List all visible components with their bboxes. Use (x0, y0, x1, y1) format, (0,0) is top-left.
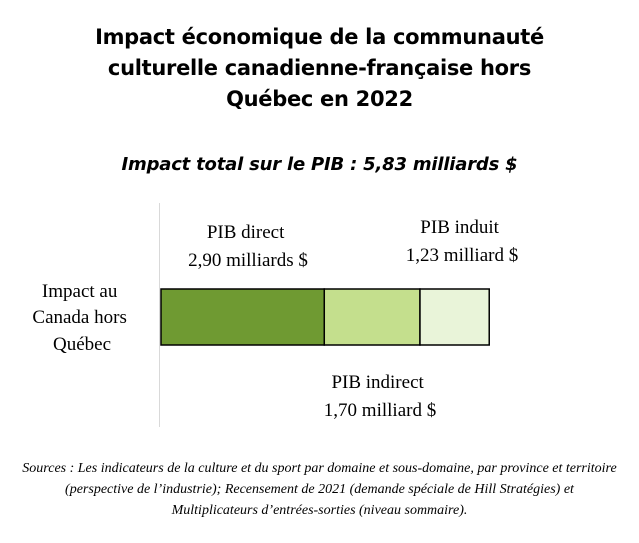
sources-note: Sources : Les indicateurs de la culture … (22, 461, 617, 518)
series-value-pib-indirect: 1,70 milliard $ (324, 400, 436, 421)
bar-segment-pib-indirect (323, 288, 421, 346)
data-label-pib-indirect: PIB indirect 1,70 milliard $ (324, 372, 436, 421)
title-line-3: Québec en 2022 (226, 87, 413, 111)
category-label-line-1: Impact au (42, 281, 118, 302)
bar-segment-pib-direct (160, 288, 326, 346)
chart-title: Impact économique de la communauté cultu… (40, 22, 599, 115)
title-line-2: culturelle canadienne-française hors (107, 56, 532, 80)
bar-segment-pib-induit (419, 288, 490, 346)
title-line-1: Impact économique de la communauté (95, 25, 544, 49)
category-label-line-2: Canada hors (32, 307, 126, 328)
series-name-pib-direct: PIB direct (207, 222, 285, 243)
series-value-pib-induit: 1,23 milliard $ (406, 245, 518, 266)
category-label-line-3: Québec (53, 334, 111, 355)
stacked-bar-chart: Impact au Canada hors Québec PIB direct … (32, 203, 518, 427)
data-label-pib-induit: PIB induit 1,23 milliard $ (406, 217, 518, 266)
data-label-pib-direct: PIB direct 2,90 milliards $ (188, 222, 308, 271)
series-value-pib-direct: 2,90 milliards $ (188, 250, 308, 271)
chart-subtitle: Impact total sur le PIB : 5,83 milliards… (121, 154, 518, 175)
category-label: Impact au Canada hors Québec (32, 281, 131, 355)
series-name-pib-indirect: PIB indirect (331, 372, 424, 393)
series-name-pib-induit: PIB induit (420, 217, 499, 238)
